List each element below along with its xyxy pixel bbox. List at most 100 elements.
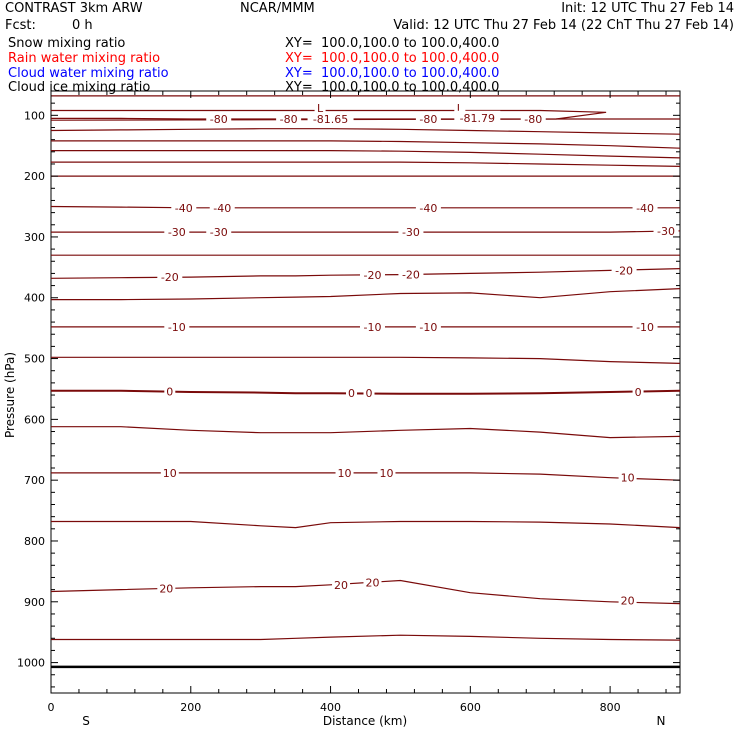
contour-label-bg [171,200,197,214]
header-center: NCAR/MMM [240,1,315,16]
legend-name-cloud-water: Cloud water mixing ratio [8,66,169,81]
contour-label: -40 [636,202,654,215]
header-title: CONTRAST 3km ARW [5,1,143,16]
header-valid: Valid: 12 UTC Thu 27 Feb 14 (22 ChT Thu … [393,18,734,33]
contour-label: -30 [210,226,228,239]
contour-label-bg [415,111,441,125]
contour-label-bg [157,581,176,595]
contour-label-bg [415,200,441,214]
contour-line [51,389,681,395]
plot-frame [50,90,681,694]
contour-label: -20 [364,269,382,282]
contour-line [51,117,680,120]
contour-label: -80 [280,113,298,126]
legend-name-snow: Snow mixing ratio [8,36,126,51]
y-axis-label: Pressure (hPa) [3,352,17,438]
contour-label: 20 [159,582,173,595]
contour-label-bg [206,225,232,239]
contour-label: L [457,102,464,115]
x-axis-label: Distance (km) [323,714,407,728]
contour-label: -81.65 [313,113,348,126]
y-tick-label: 400 [24,292,45,305]
contour-label-bg [618,470,637,484]
y-tick-label: 900 [24,596,45,609]
x-tick-label: 0 [48,701,55,714]
header-init: Init: 12 UTC Thu 27 Feb 14 [561,1,734,16]
header-fcst-value: 0 h [72,18,93,33]
contour-label-bg [632,385,644,398]
contour-label-bg [359,268,385,282]
y-tick-label: 100 [24,109,45,122]
contour-label-bg [276,111,302,125]
legend-xy-cloud-water: XY= 100.0,100.0 to 100.0,400.0 [285,66,500,81]
contour-line [51,520,681,529]
legend-xy-snow: XY= 100.0,100.0 to 100.0,400.0 [285,36,500,51]
contour-line [50,205,680,209]
contour-line [51,161,681,167]
x-tick-label: 600 [460,701,481,714]
contour-line [51,230,681,233]
contour-label: 0 [166,385,173,398]
contour-line [51,150,681,159]
contour-line [50,579,681,605]
contour-label-bg [415,319,441,333]
legend-xy-cloud-ice: XY= 100.0,100.0 to 100.0,400.0 [285,80,500,95]
contour-label-bg [611,263,637,277]
contour-label-bg [359,319,385,333]
contour-label: -40 [213,202,231,215]
contour-label-bg [332,577,351,591]
contour-label: 20 [621,595,635,608]
contour-line [50,109,607,121]
contour-label: 20 [365,576,379,589]
contour-label: 10 [338,467,352,480]
contour-line [51,140,681,149]
contour-label: 0 [348,387,355,400]
contour-label-bg [363,575,382,589]
contour-line [51,356,681,364]
contour-label: -20 [402,269,420,282]
y-tick-label: 1000 [17,657,45,670]
contour-label: 20 [334,579,348,592]
contour-label: -10 [364,321,382,334]
contour-labels: L L-80 -80 -81.65 -80 -81.79 -80-40 -40 -40 -40-3… [157,101,679,608]
contour-label-bg [160,465,179,479]
contour-label-bg [520,111,546,125]
contour-label-bg [398,225,424,239]
contour-label-bg [618,593,637,607]
header-fcst-label: Fcst: [5,18,36,33]
x-tick-label: 200 [180,701,201,714]
contour-label: 10 [163,467,177,480]
contour-label: -30 [657,225,675,238]
contour-label: -20 [615,264,633,277]
contour-label-bg [346,386,358,400]
contour-label-bg [454,110,501,124]
contour-label: -10 [636,321,654,334]
contour-label: -10 [419,321,437,334]
contour-label-bg [209,200,235,214]
contour-label: -10 [168,321,186,334]
contour-label-bg [335,465,354,479]
contour-label: -81.79 [460,112,495,125]
contour-label: 0 [365,387,372,400]
contour-label-bg [398,267,424,281]
y-tick-label: 300 [24,231,45,244]
contour-label: 10 [621,472,635,485]
contour-label: -40 [419,202,437,215]
contour-label-bg [653,223,679,237]
contour-line [51,426,681,439]
contour-label-bg [157,270,183,284]
y-tick-label: 700 [24,474,45,487]
contour-label: -40 [175,202,193,215]
x-axis-start-label: S [82,714,90,728]
contour-line [50,128,681,135]
x-tick-label: 400 [320,701,341,714]
contour-line [51,288,681,301]
legend-name-cloud-ice: Cloud ice mixing ratio [8,80,151,95]
contour-label: -30 [168,226,186,239]
contour-label: -30 [402,226,420,239]
y-tick-label: 800 [24,535,45,548]
contour-label: L [317,102,324,115]
contour-label: -80 [210,113,228,126]
contour-label: -80 [524,113,542,126]
